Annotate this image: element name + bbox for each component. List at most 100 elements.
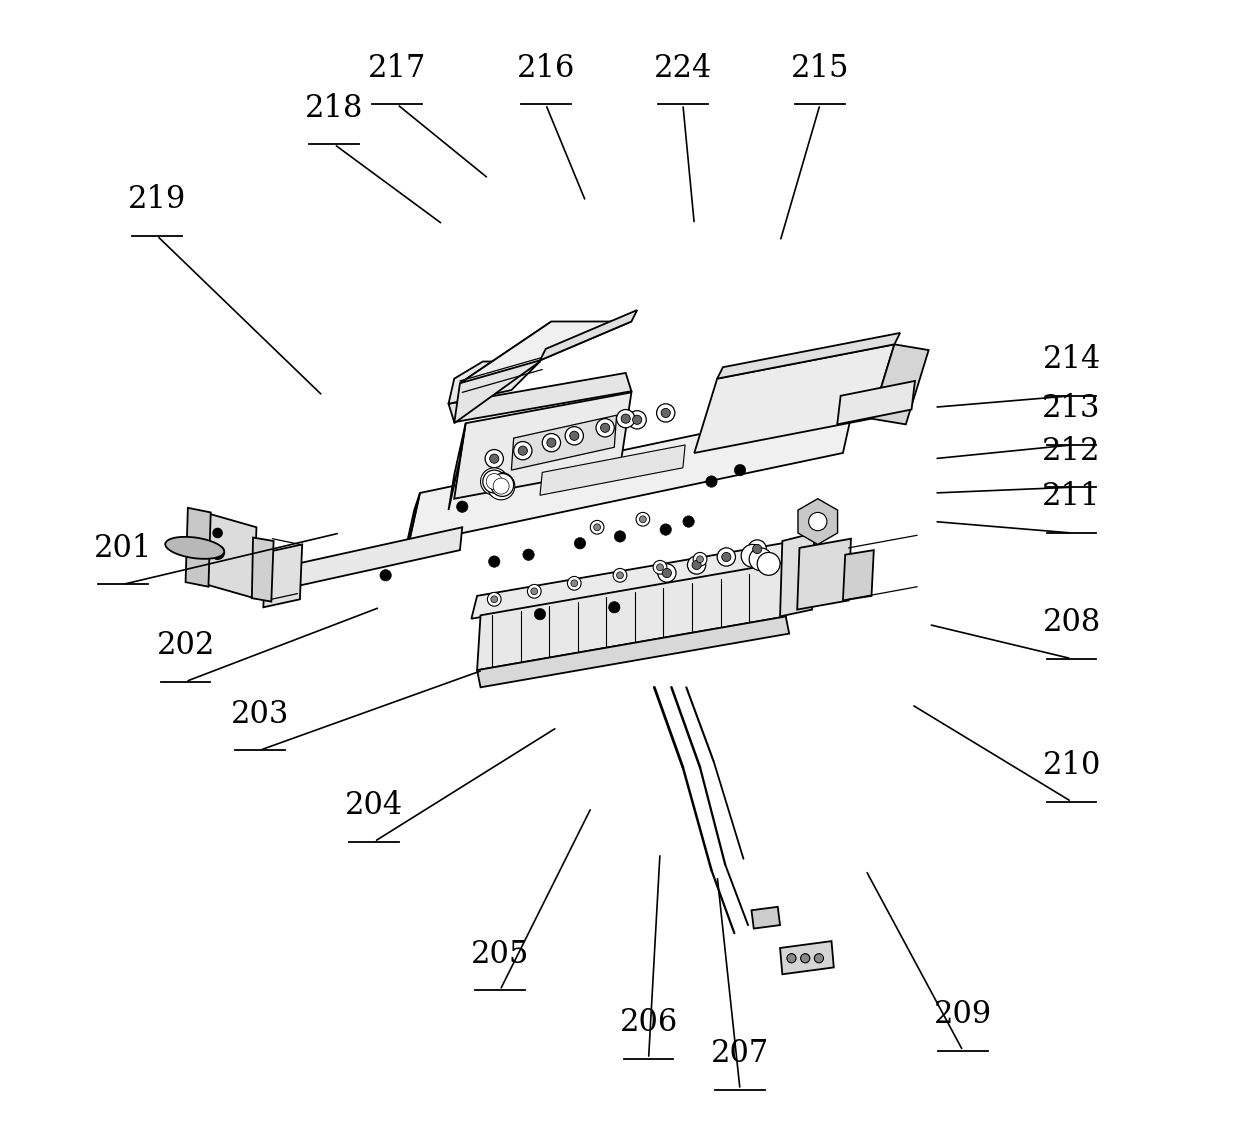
Circle shape — [213, 528, 222, 537]
Circle shape — [657, 564, 663, 571]
Polygon shape — [694, 344, 894, 453]
Circle shape — [211, 545, 224, 559]
Circle shape — [534, 609, 546, 620]
Text: 204: 204 — [345, 790, 403, 821]
Polygon shape — [252, 537, 274, 602]
Text: 203: 203 — [231, 699, 289, 730]
Polygon shape — [477, 617, 789, 688]
Circle shape — [569, 431, 579, 440]
Polygon shape — [471, 539, 808, 619]
Circle shape — [487, 592, 501, 606]
Text: 212: 212 — [1043, 435, 1101, 466]
Polygon shape — [539, 445, 686, 495]
Polygon shape — [797, 539, 851, 610]
Text: 224: 224 — [653, 53, 712, 84]
Circle shape — [379, 570, 392, 581]
Polygon shape — [780, 533, 815, 617]
Circle shape — [491, 473, 513, 496]
Circle shape — [513, 441, 532, 460]
Text: 202: 202 — [156, 630, 215, 661]
Polygon shape — [408, 401, 854, 544]
Text: 211: 211 — [1043, 481, 1101, 512]
Circle shape — [613, 568, 627, 582]
Polygon shape — [780, 941, 833, 974]
Circle shape — [490, 454, 498, 463]
Polygon shape — [263, 544, 303, 607]
Polygon shape — [206, 513, 257, 598]
Text: 201: 201 — [93, 533, 151, 564]
Polygon shape — [449, 372, 631, 422]
Circle shape — [722, 552, 730, 562]
Circle shape — [486, 473, 502, 489]
Circle shape — [487, 472, 515, 500]
Polygon shape — [843, 550, 874, 601]
Circle shape — [683, 516, 694, 527]
Text: 205: 205 — [471, 939, 529, 970]
Circle shape — [687, 556, 706, 574]
Circle shape — [542, 433, 560, 452]
Text: 209: 209 — [934, 999, 992, 1030]
Circle shape — [742, 544, 764, 567]
Circle shape — [568, 576, 582, 590]
Circle shape — [456, 501, 467, 512]
Circle shape — [801, 953, 810, 963]
Circle shape — [594, 524, 600, 531]
Text: 207: 207 — [711, 1038, 769, 1069]
Circle shape — [657, 564, 676, 582]
Circle shape — [590, 520, 604, 534]
Polygon shape — [799, 499, 837, 544]
Circle shape — [600, 423, 610, 432]
Text: 210: 210 — [1043, 751, 1101, 782]
Polygon shape — [454, 322, 552, 423]
Circle shape — [485, 449, 503, 468]
Circle shape — [734, 464, 745, 476]
Circle shape — [660, 524, 671, 535]
Polygon shape — [449, 423, 466, 510]
Polygon shape — [449, 361, 539, 403]
Text: 215: 215 — [791, 53, 849, 84]
Circle shape — [815, 953, 823, 963]
Circle shape — [661, 408, 671, 417]
Circle shape — [596, 418, 614, 437]
Circle shape — [494, 478, 510, 494]
Polygon shape — [872, 344, 929, 424]
Polygon shape — [511, 415, 616, 470]
Text: 213: 213 — [1043, 393, 1101, 424]
Text: 214: 214 — [1043, 344, 1101, 375]
Circle shape — [653, 560, 667, 574]
Circle shape — [531, 588, 538, 595]
Text: 206: 206 — [620, 1007, 678, 1038]
Circle shape — [692, 560, 701, 570]
Circle shape — [482, 470, 506, 493]
Circle shape — [636, 512, 650, 526]
Polygon shape — [454, 392, 631, 499]
Circle shape — [697, 556, 703, 563]
Circle shape — [662, 568, 671, 578]
Polygon shape — [717, 333, 900, 378]
Text: 218: 218 — [305, 93, 363, 124]
Circle shape — [621, 414, 630, 423]
Text: 217: 217 — [368, 53, 427, 84]
Circle shape — [787, 953, 796, 963]
Circle shape — [640, 516, 646, 523]
Circle shape — [614, 531, 626, 542]
Circle shape — [808, 512, 827, 531]
Ellipse shape — [165, 536, 224, 559]
Polygon shape — [837, 380, 915, 424]
Polygon shape — [291, 562, 296, 587]
Circle shape — [632, 415, 642, 424]
Text: 219: 219 — [128, 185, 186, 215]
Circle shape — [758, 552, 780, 575]
Circle shape — [748, 540, 766, 558]
Circle shape — [527, 584, 541, 598]
Polygon shape — [477, 562, 789, 670]
Circle shape — [491, 596, 497, 603]
Circle shape — [523, 549, 534, 560]
Polygon shape — [403, 493, 420, 562]
Circle shape — [570, 580, 578, 587]
Circle shape — [706, 476, 717, 487]
Circle shape — [481, 468, 508, 495]
Circle shape — [609, 602, 620, 613]
Circle shape — [717, 548, 735, 566]
Text: 216: 216 — [517, 53, 575, 84]
